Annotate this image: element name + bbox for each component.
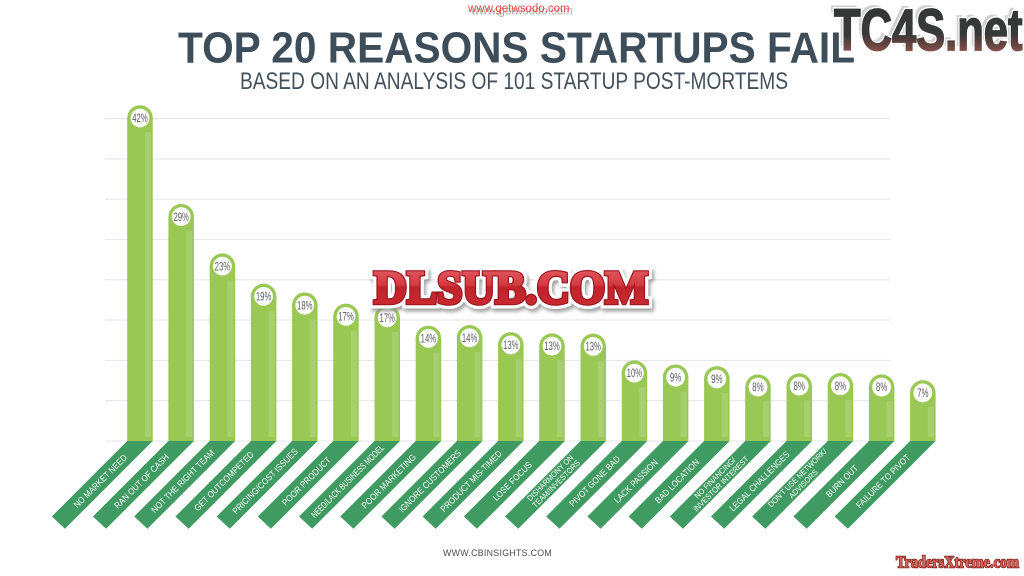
svg-text:7%: 7%: [917, 386, 929, 400]
svg-text:14%: 14%: [462, 331, 478, 345]
svg-text:DLSUB.COM: DLSUB.COM: [374, 262, 648, 314]
svg-text:19%: 19%: [256, 290, 272, 304]
svg-text:8%: 8%: [794, 379, 806, 393]
svg-text:www.getwsodo.com: www.getwsodo.com: [470, 6, 573, 18]
svg-text:10%: 10%: [627, 366, 643, 380]
svg-text:13%: 13%: [503, 338, 519, 352]
svg-text:13%: 13%: [585, 340, 601, 354]
svg-text:9%: 9%: [711, 372, 723, 386]
svg-text:9%: 9%: [670, 370, 682, 384]
svg-text:DLSUB.COM: DLSUB.COM: [374, 262, 648, 314]
svg-text:TC4S.net: TC4S.net: [834, 0, 1022, 62]
svg-text:17%: 17%: [338, 310, 354, 324]
svg-text:WWW.CBINSIGHTS.COM: WWW.CBINSIGHTS.COM: [443, 548, 552, 558]
svg-text:14%: 14%: [421, 332, 437, 346]
svg-text:42%: 42%: [132, 111, 148, 125]
svg-text:TC4S.net: TC4S.net: [831, 0, 1019, 58]
svg-text:8%: 8%: [876, 380, 888, 394]
svg-text:TC4S.net: TC4S.net: [834, 0, 1022, 62]
svg-text:BASED ON AN ANALYSIS OF 101 ST: BASED ON AN ANALYSIS OF 101 STARTUP POST…: [240, 69, 788, 95]
svg-text:29%: 29%: [173, 210, 189, 224]
svg-text:23%: 23%: [215, 259, 231, 273]
svg-text:8%: 8%: [835, 379, 847, 393]
svg-text:TOP 20 REASONS STARTUPS FAIL: TOP 20 REASONS STARTUPS FAIL: [178, 24, 855, 73]
svg-text:TradersXtreme.com: TradersXtreme.com: [896, 553, 1019, 572]
svg-text:8%: 8%: [752, 380, 764, 394]
svg-text:17%: 17%: [379, 311, 395, 325]
svg-text:18%: 18%: [297, 298, 313, 312]
svg-text:DLSUB.COM: DLSUB.COM: [374, 262, 648, 314]
svg-text:www.getwsodo.com: www.getwsodo.com: [467, 3, 570, 15]
svg-text:13%: 13%: [544, 339, 560, 353]
